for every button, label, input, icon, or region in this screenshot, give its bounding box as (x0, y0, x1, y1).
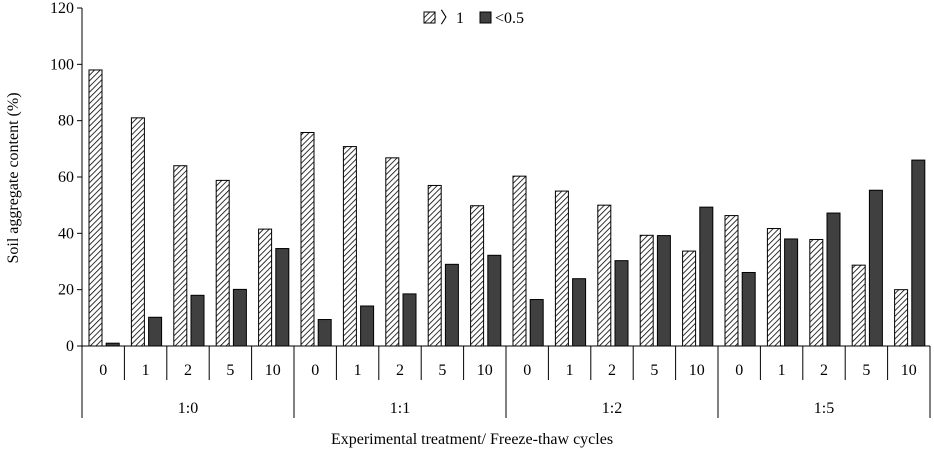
x-tick-label: 5 (438, 362, 446, 379)
bar-hatched (809, 239, 824, 347)
x-tick-label: 5 (650, 362, 658, 379)
x-tick-label: 2 (608, 362, 616, 379)
x-tick-label: 5 (226, 362, 234, 379)
bar-solid (614, 260, 629, 347)
y-tick-label: 20 (58, 282, 74, 299)
bar-hatched (385, 157, 400, 347)
axes (77, 7, 931, 418)
bar-solid (911, 159, 926, 347)
legend-label-solid: <0.5 (495, 10, 524, 27)
legend-swatch-solid (479, 11, 492, 24)
x-tick-label: 1 (778, 362, 786, 379)
legend: 〉1 <0.5 (423, 10, 524, 27)
bar-solid (275, 248, 290, 347)
bar-solid (529, 299, 544, 347)
y-tick-label: 80 (58, 113, 74, 130)
x-tick-label: 10 (689, 362, 705, 379)
x-tick-label: 5 (862, 362, 870, 379)
bar-hatched (639, 234, 654, 347)
bar-hatched (597, 204, 612, 347)
bar-solid (190, 294, 205, 347)
group-label: 1:1 (390, 400, 410, 417)
y-tick-label: 40 (58, 225, 74, 242)
bar-solid (402, 293, 417, 347)
bar-solid (868, 189, 883, 347)
y-tick-label: 100 (50, 56, 74, 73)
group-label: 1:5 (814, 400, 834, 417)
bar-solid (699, 206, 714, 347)
y-tick-label: 120 (50, 0, 74, 17)
bar-hatched (300, 131, 315, 347)
x-tick-label: 0 (99, 362, 107, 379)
x-tick-label: 2 (820, 362, 828, 379)
bar-hatched (512, 175, 527, 347)
group-label: 1:2 (602, 400, 622, 417)
x-tick-label: 2 (184, 362, 192, 379)
bar-solid (317, 319, 332, 347)
bar-hatched (470, 205, 485, 347)
bar-hatched (554, 190, 569, 347)
bars (88, 69, 926, 347)
x-tick-label: 2 (396, 362, 404, 379)
bar-hatched (682, 250, 697, 347)
bar-solid (232, 288, 247, 347)
bar-solid (487, 254, 502, 347)
bar-hatched (88, 69, 103, 347)
bar-solid (656, 235, 671, 347)
bar-hatched (215, 179, 230, 347)
x-tick-label: 10 (265, 362, 281, 379)
bar-hatched (766, 228, 781, 347)
bar-solid (741, 271, 756, 347)
x-tick-label: 0 (523, 362, 531, 379)
x-tick-label: 10 (901, 362, 917, 379)
bar-hatched (427, 184, 442, 347)
bar-hatched (173, 165, 188, 347)
group-label: 1:0 (178, 400, 198, 417)
bar-solid (826, 212, 841, 347)
bar-hatched (130, 117, 145, 347)
x-tick-label: 1 (142, 362, 150, 379)
bar-solid (360, 305, 375, 347)
legend-swatch-hatched (423, 11, 436, 24)
x-tick-label: 0 (735, 362, 743, 379)
bar-hatched (342, 146, 357, 347)
y-tick-label: 0 (66, 338, 74, 355)
bar-solid (444, 263, 459, 347)
x-axis-label: Experimental treatment/ Freeze-thaw cycl… (331, 431, 613, 448)
bar-solid (784, 238, 799, 347)
bar-hatched (258, 228, 273, 347)
x-tick-label: 1 (354, 362, 362, 379)
x-tick-label: 1 (566, 362, 574, 379)
bar-hatched (894, 289, 909, 347)
bar-solid (105, 342, 120, 347)
bar-hatched (724, 215, 739, 347)
bar-solid (148, 316, 163, 347)
bar-hatched (851, 264, 866, 347)
y-tick-label: 60 (58, 169, 74, 186)
x-tick-label: 0 (311, 362, 319, 379)
bar-solid (572, 278, 587, 347)
x-tick-label: 10 (477, 362, 493, 379)
y-axis-label: Soil aggregate content (%) (5, 92, 22, 263)
legend-label-hatched: 〉1 (440, 10, 464, 27)
